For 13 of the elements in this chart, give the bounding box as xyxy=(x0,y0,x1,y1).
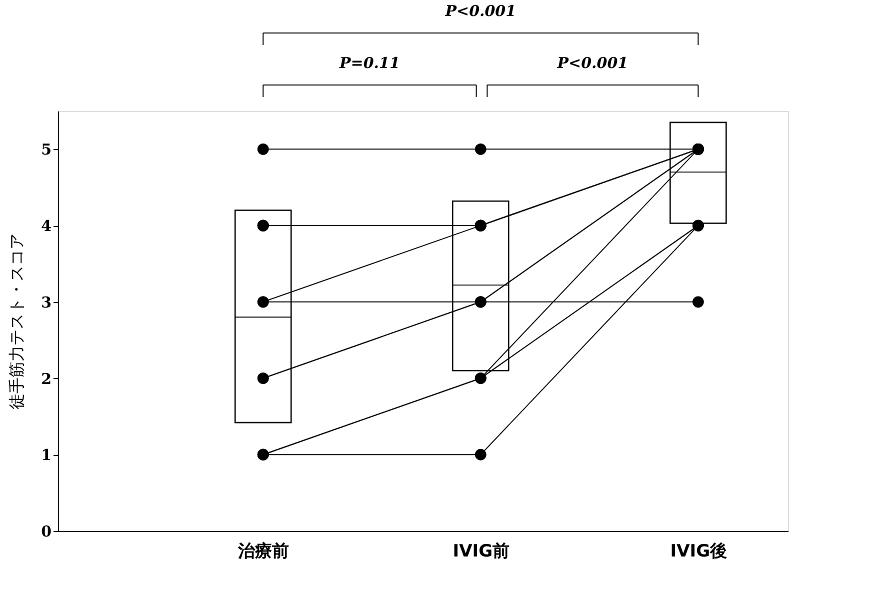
y-tick-label: 0 xyxy=(41,522,52,540)
y-tick-label: 1 xyxy=(41,446,52,464)
x-tick-label: IVIG後 xyxy=(670,542,728,562)
y-tick-label: 4 xyxy=(41,217,52,236)
x-tick-label: IVIG前 xyxy=(452,542,510,562)
y-tick-label: 3 xyxy=(41,293,52,312)
text: P<0.001 xyxy=(444,2,516,20)
text: P<0.001 xyxy=(556,54,628,72)
y-tick-label: 5 xyxy=(41,140,52,159)
x-tick-label: 治療前 xyxy=(237,542,290,562)
y-axis-title: 徒手筋力テスト・スコア xyxy=(7,234,26,410)
text: P=0.11 xyxy=(338,54,400,72)
y-tick-label: 2 xyxy=(41,370,52,388)
